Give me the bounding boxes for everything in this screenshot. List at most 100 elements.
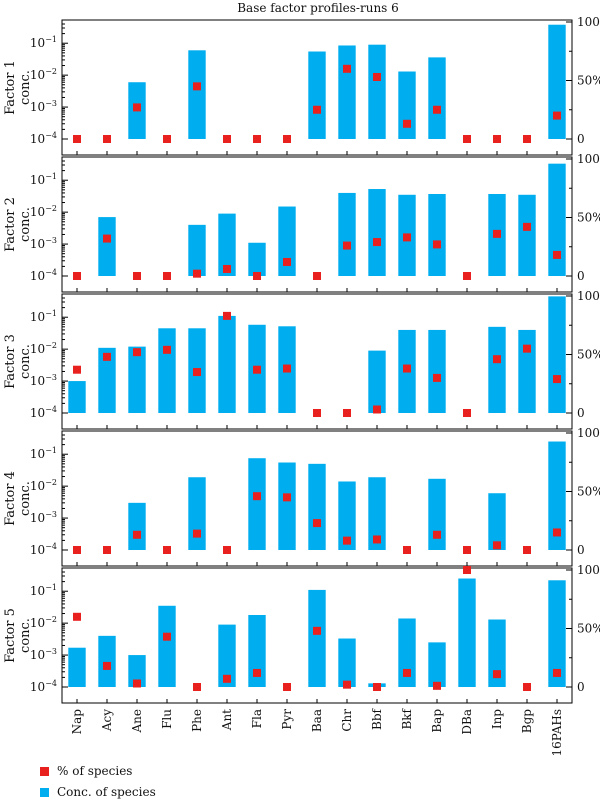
bar-Chr	[338, 192, 356, 276]
bar-16PAHs	[548, 580, 566, 687]
marker-Fla	[253, 668, 261, 677]
factor-panel-1: 10−4 10−3 10−2 10−1 0 50% 100 Factor 1conc.	[3, 15, 600, 156]
bar-Baa	[308, 589, 326, 687]
category-label-Bgp: Bgp	[520, 709, 534, 734]
factor-panel-3: 10−4 10−3 10−2 10−1 0 50% 100 Factor 3conc.	[3, 289, 600, 430]
panel-ylabel: Factor 1conc.	[3, 60, 33, 115]
marker-Chr	[343, 409, 351, 417]
left-tick-label: 10−4	[30, 679, 57, 694]
marker-Nap	[73, 546, 81, 554]
marker-Ant	[223, 264, 231, 273]
marker-Bkf	[403, 233, 411, 242]
marker-Pyr	[283, 493, 291, 502]
marker-Bbf	[373, 72, 381, 81]
bar-Bbf	[368, 44, 386, 139]
marker-Bkf	[403, 668, 411, 677]
marker-DBa	[463, 566, 471, 574]
bar-Bbf	[368, 477, 386, 550]
marker-Inp	[493, 135, 501, 143]
bar-Bap	[428, 194, 446, 276]
bar-Flu	[158, 605, 176, 687]
marker-Flu	[163, 135, 171, 143]
panel-ylabel: Factor 2conc.	[3, 197, 33, 252]
marker-Flu	[163, 546, 171, 554]
bar-Acy	[98, 347, 116, 413]
marker-Nap	[73, 272, 81, 280]
left-tick-label: 10−2	[30, 67, 57, 82]
marker-Bbf	[373, 238, 381, 247]
bar-Nap	[68, 647, 86, 687]
marker-Flu	[163, 632, 171, 641]
bar-Bap	[428, 478, 446, 550]
marker-Ane	[133, 679, 141, 688]
right-tick-label: 0	[577, 543, 585, 557]
left-tick-label: 10−2	[30, 615, 57, 630]
marker-Acy	[103, 352, 111, 361]
marker-Nap	[73, 135, 81, 143]
bar-Phe	[188, 224, 206, 276]
bar-Fla	[248, 458, 266, 550]
category-label-Acy: Acy	[100, 709, 114, 732]
marker-Pyr	[283, 135, 291, 143]
category-label-Bap: Bap	[430, 709, 444, 733]
marker-Baa	[313, 105, 321, 114]
marker-Bbf	[373, 535, 381, 544]
right-tick-label: 0	[577, 406, 585, 420]
bar-Bap	[428, 642, 446, 687]
marker-Bap	[433, 373, 441, 382]
bar-Acy	[98, 635, 116, 687]
marker-16PAHs	[553, 111, 561, 120]
marker-Inp	[493, 355, 501, 364]
marker-Baa	[313, 409, 321, 417]
right-tick-label: 50%	[577, 74, 600, 88]
marker-Ane	[133, 348, 141, 357]
category-label-16PAHs: 16PAHs	[550, 709, 564, 757]
marker-swatch	[40, 766, 49, 776]
marker-Bap	[433, 105, 441, 114]
bar-Phe	[188, 477, 206, 550]
bar-Bbf	[368, 350, 386, 413]
bar-Chr	[338, 481, 356, 550]
legend-item-marker: % of species	[40, 764, 132, 778]
left-tick-label: 10−2	[30, 478, 57, 493]
left-tick-label: 10−3	[30, 510, 57, 525]
marker-Phe	[193, 368, 201, 377]
bar-Bkf	[398, 71, 416, 139]
legend-marker-label: % of species	[57, 764, 133, 778]
marker-Bkf	[403, 119, 411, 128]
marker-Flu	[163, 272, 171, 280]
marker-Bgp	[523, 683, 531, 691]
marker-Baa	[313, 519, 321, 528]
marker-Fla	[253, 365, 261, 374]
bar-DBa	[458, 578, 476, 687]
marker-Ane	[133, 103, 141, 112]
right-tick-label: 0	[577, 680, 585, 694]
bar-Acy	[98, 217, 116, 276]
left-tick-label: 10−3	[30, 373, 57, 388]
marker-Fla	[253, 135, 261, 143]
category-label-Nap: Nap	[70, 709, 84, 735]
bar-Ane	[128, 655, 146, 687]
category-label-Bbf: Bbf	[370, 707, 384, 730]
category-label-Fla: Fla	[250, 709, 264, 728]
right-tick-label: 100	[577, 563, 600, 577]
right-tick-label: 50%	[577, 622, 600, 636]
bar-Nap	[68, 381, 86, 413]
marker-Inp	[493, 229, 501, 238]
bar-Ane	[128, 502, 146, 550]
marker-Phe	[193, 269, 201, 278]
bar-Baa	[308, 51, 326, 140]
panel-ylabel: Factor 5conc.	[3, 608, 33, 663]
factor-panel-2: 10−4 10−3 10−2 10−1 0 50% 100 Factor 2conc.	[3, 152, 600, 293]
bar-Inp	[488, 619, 506, 687]
bar-Bap	[428, 329, 446, 413]
left-tick-label: 10−3	[30, 647, 57, 662]
marker-Flu	[163, 345, 171, 354]
category-label-Inp: Inp	[490, 709, 504, 729]
left-tick-label: 10−2	[30, 204, 57, 219]
marker-Bgp	[523, 222, 531, 231]
left-tick-label: 10−4	[30, 131, 57, 146]
left-tick-label: 10−4	[30, 405, 57, 420]
marker-16PAHs	[553, 375, 561, 384]
